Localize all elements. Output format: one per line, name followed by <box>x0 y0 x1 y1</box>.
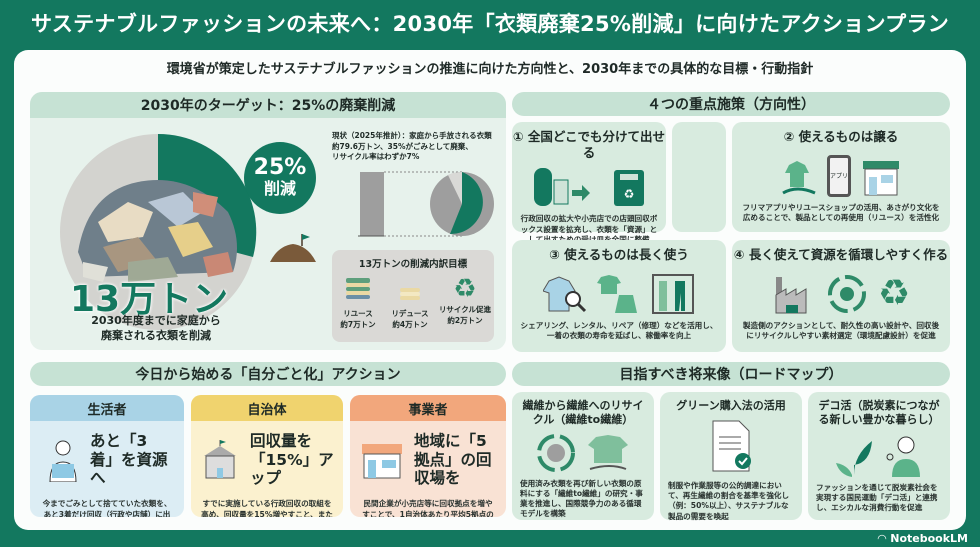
notebooklm-icon: ◠ <box>877 532 887 545</box>
postbox-collection-icon <box>534 168 590 207</box>
page-subtitle: 環境省が策定したサステナブルファッションの推進に向けた方向性と、2030年までの… <box>166 62 814 77</box>
breakdown-title: 13万トンの削減内訳目標 <box>358 259 468 270</box>
policy-card-4: ④ 長く使えて資源を循環しやすく作る ♻ 製造側のアクションとして、耐久性の高い… <box>732 240 950 352</box>
roadmap-card-green-purchase: グリーン購入法の活用 制服や作業服等の公的調達において、再生繊維の割合を基準を強… <box>660 392 802 521</box>
roadmap-card-decokatsu: デコ活（脱炭素につながる新しい豊かな暮らし） ファッションを通じて脱炭素社会を実… <box>808 392 950 520</box>
policy-card-spacer <box>672 122 726 232</box>
city-hall-icon <box>204 440 236 479</box>
roadmap-heading: 目指すべき将来像（ロードマップ） <box>512 362 950 386</box>
shirt-skirt-cycle-icon <box>597 274 637 313</box>
clothes-pile-pie-icon <box>60 133 257 330</box>
gear-cycle-icon <box>827 274 866 313</box>
policies-heading: ４つの重点施策（方向性） <box>512 92 950 116</box>
svg-text:♻: ♻ <box>624 187 635 201</box>
shirt-in-hand-icon <box>588 434 628 470</box>
soil-mound-icon <box>270 234 316 262</box>
roadmap-card-fiber: 繊維から繊維へのリサイクル（繊維to繊維） 使用済み衣類を再び新しい衣類の原料に… <box>512 392 654 520</box>
big-caption: 2030年度までに家庭から 廃棄される衣類を削減 <box>91 314 221 342</box>
stacked-clothes-icon <box>346 278 370 299</box>
shop-icon <box>863 160 899 196</box>
hand-shirt-icon <box>782 160 816 195</box>
breakdown-box: 13万トンの削減内訳目標 リユース 約7万トン リデュース 約4万トン ♻ リサ… <box>332 250 494 342</box>
current-status-text: 現状（2025年推計）：家庭から手放される衣類 約79.6万トン、35%がごみと… <box>332 131 492 161</box>
actor-role: 自治体 <box>191 395 343 421</box>
target-heading: 2030年のターゲット：25%の廃棄削減 <box>30 92 506 118</box>
breakdown-list: リユース 約7万トン リデュース 約4万トン ♻ リサイクル促進 約2万トン <box>332 274 494 330</box>
factory-icon <box>775 276 807 314</box>
big-number: 13万トン <box>70 279 229 320</box>
person-ok-sign-icon <box>886 436 920 477</box>
person-holding-shirt-icon <box>49 440 77 482</box>
actor-card-consumer: 生活者 あと「3着」を資源へ 今までごみとして捨てていた衣類を、あと3着だけ回収… <box>30 395 184 517</box>
reduction-percent: 25% <box>253 155 307 181</box>
actions-heading: 今日から始める「自分ごと化」アクション <box>30 362 506 386</box>
reduction-badge: 25% 削減 <box>244 142 316 214</box>
breakdown-item-reduce: リデュース 約4万トン <box>385 274 435 330</box>
shirt-magnifier-icon <box>543 276 587 312</box>
folded-shirt-icon <box>400 288 420 300</box>
page-title: サステナブルファッションの未来へ：2030年「衣類廃棄25%削減」に向けたアクシ… <box>30 12 950 36</box>
yarn-recycle-icon <box>537 433 575 472</box>
reduction-label: 削減 <box>263 179 296 199</box>
target-panel: 2030年のターゲット：25%の廃棄削減 25% 削減 <box>30 92 506 350</box>
leaf-sprout-icon <box>836 440 872 477</box>
store-icon <box>362 444 402 479</box>
content-sheet: 環境省が策定したサステナブルファッションの推進に向けた方向性と、2030年までの… <box>14 50 966 530</box>
actor-card-municipal: 自治体 回収量を「15%」アップ すでに実施している行政回収の取組を高め、回収量… <box>191 395 343 517</box>
actor-role: 生活者 <box>30 395 184 421</box>
policy-card-1: ① 全国どこでも分けて出せる ♻ 行政回収の拡大や小売店での店頭回収ボックス設置… <box>512 122 666 244</box>
recycle-icon: ♻ <box>877 272 911 314</box>
current-status-chart <box>358 171 494 237</box>
phone-app-icon: アプリ <box>827 154 851 197</box>
actor-role: 事業者 <box>350 395 506 421</box>
recycle-bin-icon: ♻ <box>614 170 644 207</box>
breakdown-item-reuse: リユース 約7万トン <box>333 274 383 330</box>
breakdown-item-recycle: ♻ リサイクル促進 約2万トン <box>438 274 492 325</box>
brand-logo: ◠ NotebookLM <box>877 532 968 545</box>
recycle-icon: ♻ <box>453 274 477 304</box>
policy-card-3: ③ 使えるものは長く使う シェアリング、レンタル、リペア（修理）などを活用し、一… <box>512 240 726 352</box>
actor-card-business: 事業者 地域に「5拠点」の回収場を 民間企業が小売店等に回収拠点を増やすことで、… <box>350 395 506 517</box>
clothes-rack-icon <box>652 273 694 314</box>
certificate-document-icon <box>712 420 751 472</box>
policy-card-2: ② 使えるものは譲る アプリ フリマアプリやリユースショップの活用、あさがり文化… <box>732 122 950 232</box>
